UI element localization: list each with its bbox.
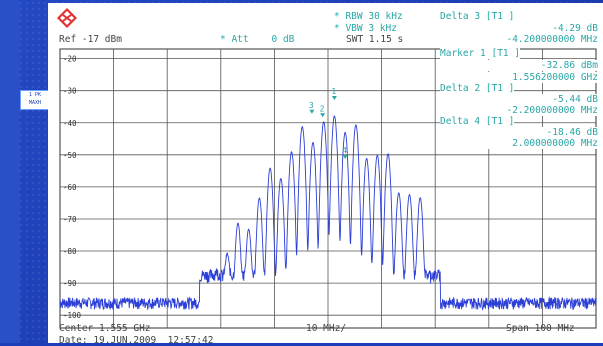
y-tick-label: -70: [63, 215, 77, 224]
y-tick-label: -60: [63, 183, 77, 192]
marker-2-symbol: [320, 113, 326, 118]
left-strip: [0, 0, 20, 343]
rohde-schwarz-logo: [57, 8, 77, 28]
ref-level: Ref -17 dBm: [59, 34, 122, 45]
analyzer-screen: * RBW 30 kHz * VBW 3 kHz SWT 1.15 s Ref …: [48, 3, 603, 346]
center-frequency: Center 1.555 GHz: [59, 323, 151, 334]
marker-3-label: 3: [309, 101, 314, 110]
attenuation: * Att 0 dB: [220, 34, 295, 45]
marker-3-symbol: [309, 109, 315, 114]
y-tick-label: -30: [63, 87, 77, 96]
marker-2-label: 2: [320, 104, 325, 113]
marker-4-label: 4: [342, 146, 347, 155]
y-tick-label: -40: [63, 119, 77, 128]
y-tick-label: -20: [63, 55, 77, 64]
rbw-readout: * RBW 30 kHz: [334, 11, 403, 22]
badge-line-1: 1 PK: [28, 92, 42, 98]
swt-readout: SWT 1.15 s: [346, 34, 404, 45]
y-tick-label: -50: [63, 151, 77, 160]
trace-mode-badge: 1 PK MAXH: [20, 90, 50, 110]
date-stamp: Date: 19.JUN.2009 12:57:42: [59, 335, 214, 346]
badge-line-2: MAXH: [28, 100, 42, 106]
delta4-value2: 2.000000000 MHz: [448, 138, 598, 149]
delta4-value1: -18.46 dB: [448, 127, 598, 138]
marker-4-symbol: [342, 154, 348, 159]
marker1-value2: 1.556200000 GHz: [448, 72, 598, 83]
marker1-value1: -32.86 dBm: [448, 60, 598, 71]
delta3-title: Delta 3 [T1 ]: [440, 11, 515, 22]
delta4-title: Delta 4 [T1 ]: [440, 116, 515, 127]
frequency-span: Span 100 MHz: [506, 323, 575, 334]
spectrum-trace: [59, 115, 597, 311]
marker-1-label: 1: [331, 87, 336, 96]
y-tick-label: -80: [63, 247, 77, 256]
delta3-value1: -4.29 dB: [552, 23, 598, 34]
y-tick-label: -90: [63, 279, 77, 288]
delta2-value1: -5.44 dB: [448, 94, 598, 105]
delta2-value2: -2.200000000 MHz: [448, 105, 598, 116]
spectrum-chart: -20 -30 -40 -50 -60 -70 -80 -90 -100 123 4: [59, 48, 597, 329]
y-tick-label: -100: [63, 311, 82, 320]
delta2-title: Delta 2 [T1 ]: [440, 83, 515, 94]
vbw-readout: * VBW 3 kHz: [334, 23, 397, 34]
frequency-per-division: 10 MHz/: [306, 323, 347, 334]
delta3-value2: -4.200000000 MHz: [506, 34, 598, 45]
marker-1-symbol: [331, 95, 337, 100]
marker1-title: Marker 1 [T1 ]: [440, 48, 521, 59]
